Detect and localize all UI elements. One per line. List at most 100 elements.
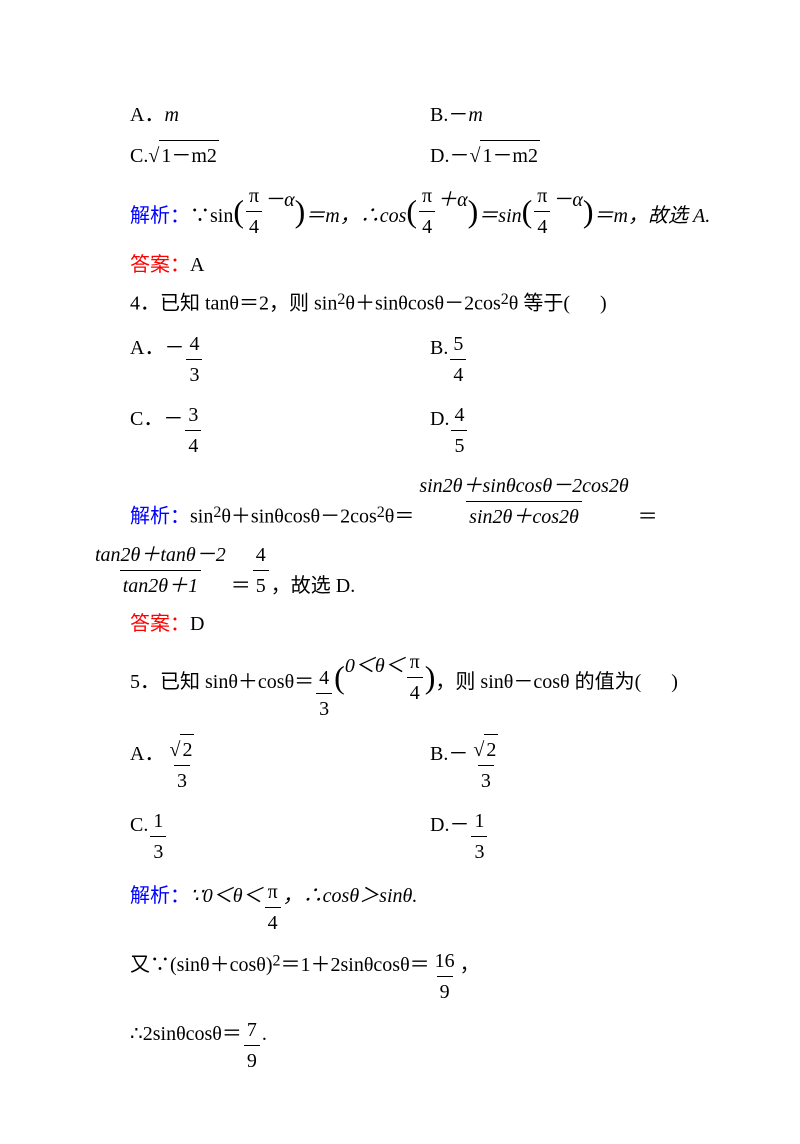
text: A．m	[130, 104, 179, 126]
label: A．－	[130, 337, 184, 359]
q5-row-ab: A．23 B.－23	[130, 734, 740, 796]
t3: ＝sin	[478, 205, 521, 227]
q5-jiexi-2: 又∵(sinθ＋cosθ)2＝1＋2sinθcosθ＝169，	[130, 946, 740, 1007]
q5-row-cd: C.13 D.－13	[130, 806, 740, 867]
big-frac-1: sin2θ＋sinθcosθ－2cos2θ sin2θ＋cos2θ	[416, 471, 631, 532]
frac: π4	[419, 181, 435, 242]
den: 3	[471, 836, 487, 867]
q3-optB: B.－m	[430, 100, 740, 130]
suffix: －α	[264, 189, 295, 211]
sqrt-icon: 2	[473, 734, 498, 765]
optD-prefix: D.－	[430, 145, 469, 167]
stem-c: θ 等于(	[509, 293, 570, 315]
sup: 2	[501, 291, 509, 308]
num: 4	[186, 329, 202, 359]
q4-stem: 4．已知 tanθ＝2，则 sin2θ＋sinθcosθ－2cos2θ 等于()	[130, 288, 740, 319]
num: tan2θ＋tanθ－2	[92, 540, 229, 570]
daan-val: D	[190, 613, 204, 635]
den: 4	[450, 359, 466, 390]
num: 3	[185, 400, 201, 430]
stem-a: 4．已知 tanθ＝2，则 sin	[130, 293, 337, 315]
c: ，	[460, 954, 480, 976]
num: π	[246, 181, 262, 211]
num: π	[419, 181, 435, 211]
stem-d: )	[600, 293, 607, 315]
a: ∵0＜θ＜	[190, 885, 263, 907]
num: 1	[471, 806, 487, 836]
frac: 34	[185, 400, 201, 461]
paren: (0＜θ＜π4)	[334, 647, 435, 708]
num: 4	[451, 400, 467, 430]
b: ＝1＋2sinθcosθ＝	[280, 954, 429, 976]
den: sin2θ＋cos2θ	[466, 501, 582, 532]
q4-optC: C．－34	[130, 400, 430, 461]
radicand: 1－m2	[480, 140, 540, 171]
frac: 23	[470, 734, 501, 796]
paren: (π4－α)	[233, 181, 305, 242]
num: 4	[316, 663, 332, 693]
den: 4	[265, 907, 281, 938]
sqrt-icon: 2	[169, 734, 194, 765]
daan-label: 答案：	[130, 613, 190, 635]
stem-b: θ＋sinθcosθ－2cos	[345, 293, 500, 315]
q5-optD: D.－13	[430, 806, 740, 867]
radicand: 2	[180, 734, 194, 765]
q4-optA: A．－43	[130, 329, 430, 390]
den: 4	[185, 430, 201, 461]
label: A．	[130, 743, 164, 765]
frac: 23	[166, 734, 197, 796]
q3-jiexi: 解析：∵sin(π4－α)＝m，∴cos(π4＋α)＝sin(π4－α)＝m，故…	[130, 181, 740, 242]
num: 2	[166, 734, 197, 765]
label: B.	[430, 337, 448, 359]
q4-optB: B.54	[430, 329, 740, 390]
q3-optD: D.－ 1－m2	[430, 140, 740, 171]
frac: 169	[432, 946, 458, 1007]
den: 3	[174, 765, 190, 796]
b: .	[262, 1023, 267, 1045]
label: C．－	[130, 408, 183, 430]
b: ，∴cosθ＞sinθ.	[283, 885, 418, 907]
jiexi-label: 解析：	[130, 506, 190, 528]
q4-jiexi-1: 解析：sin2θ＋sinθcosθ－2cos2θ＝ sin2θ＋sinθcosθ…	[90, 471, 740, 532]
radicand: 1－m2	[159, 140, 219, 171]
frac: π4	[534, 181, 550, 242]
num: π	[407, 647, 423, 677]
paren: (π4＋α)	[406, 181, 478, 242]
lead: 解析：sin2θ＋sinθcosθ－2cos2θ＝	[130, 501, 414, 532]
big-frac-2: tan2θ＋tanθ－2 tan2θ＋1	[92, 540, 229, 601]
tail: ，故选 D.	[271, 571, 355, 601]
radicand: 2	[484, 734, 498, 765]
num: 16	[432, 946, 458, 976]
q4-optD: D.45	[430, 400, 740, 461]
q3-row-cd: C.1－m2 D.－1－m2	[130, 140, 740, 171]
sqrt-icon: 1－m2	[148, 140, 219, 171]
frac: π4	[407, 647, 423, 708]
frac: 45	[451, 400, 467, 461]
q4-jiexi-2: tan2θ＋tanθ－2 tan2θ＋1 ＝ 45 ，故选 D.	[90, 540, 740, 601]
res-frac: 45	[253, 540, 269, 601]
den: 5	[451, 430, 467, 461]
t2: ＝m，∴cos	[305, 205, 406, 227]
t1: ∵sin	[190, 205, 233, 227]
text: B.－m	[430, 104, 483, 126]
eq: ＝	[231, 571, 251, 601]
den: 9	[244, 1045, 260, 1076]
den: 3	[186, 359, 202, 390]
jiexi-label: 解析：	[130, 205, 190, 227]
label: D.	[430, 408, 449, 430]
c: θ＝	[385, 506, 415, 528]
den: 9	[437, 976, 453, 1007]
math-document: { "colors": { "jiexi": "#0000ff", "daan"…	[0, 0, 800, 1144]
q5-optC: C.13	[130, 806, 430, 867]
paren: (π4－α)	[522, 181, 594, 242]
frac: 43	[186, 329, 202, 390]
a: 又∵(sinθ＋cosθ)	[130, 954, 272, 976]
q4-row-cd: C．－34 D.45	[130, 400, 740, 461]
den: 3	[478, 765, 494, 796]
num: 7	[244, 1015, 260, 1045]
frac: 13	[471, 806, 487, 867]
q4-answer: 答案：D	[130, 609, 740, 639]
frac: 54	[450, 329, 466, 390]
den: 3	[150, 836, 166, 867]
num: sin2θ＋sinθcosθ－2cos2θ	[416, 471, 631, 501]
